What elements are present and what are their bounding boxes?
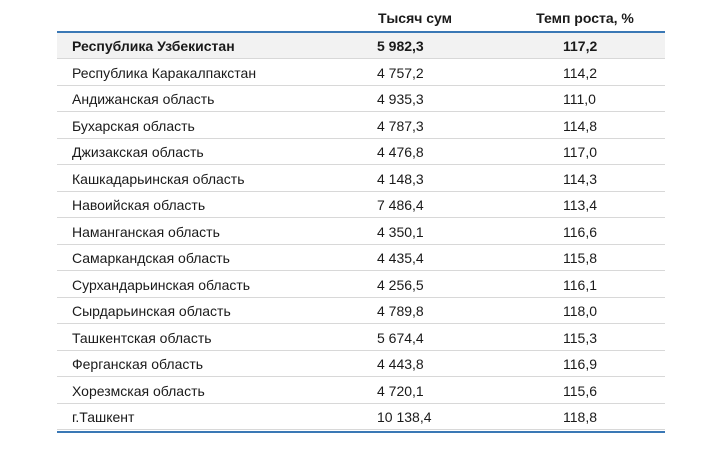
region-name: Навоийская область — [72, 197, 206, 213]
table-row: Наманганская область 4 350,1 116,6 — [57, 219, 665, 245]
growth-cell: 115,6 — [563, 382, 597, 399]
region-name: Республика Узбекистан — [72, 38, 235, 54]
region-name: Самаркандская область — [72, 250, 230, 266]
table-row: г.Ташкент 10 138,4 118,8 — [57, 404, 665, 430]
top-rule — [57, 31, 665, 33]
amount-cell: 4 789,8 — [377, 303, 424, 319]
region-name: Ферганская область — [72, 356, 204, 372]
table-row: Кашкадарьинская область 4 148,3 114,3 — [57, 166, 665, 192]
growth-cell: 115,3 — [563, 329, 597, 346]
growth-cell: 116,6 — [563, 223, 597, 240]
amount-cell: 10 138,4 — [377, 409, 432, 425]
table-row: Самаркандская область 4 435,4 115,8 — [57, 245, 665, 271]
region-name: Хорезмская область — [72, 382, 205, 399]
growth-cell: 111,0 — [563, 91, 596, 107]
table-row: Джизакская область 4 476,8 117,0 — [57, 139, 665, 165]
growth-cell: 115,8 — [563, 250, 597, 266]
table-row: Сырдарьинская область 4 789,8 118,0 — [57, 298, 665, 324]
table-row: Республика Каракалпакстан 4 757,2 114,2 — [57, 60, 665, 86]
table-row: Ташкентская область 5 674,4 115,3 — [57, 325, 665, 351]
amount-cell: 4 787,3 — [377, 117, 424, 134]
growth-cell: 113,4 — [563, 197, 597, 213]
growth-cell: 118,8 — [563, 409, 597, 425]
column-header: Тысяч сум — [377, 10, 453, 26]
region-name: г.Ташкент — [72, 409, 135, 425]
amount-cell: 4 350,1 — [377, 223, 424, 240]
table-row: Навоийская область 7 486,4 113,4 — [57, 192, 665, 218]
table-row: Хорезмская область 4 720,1 115,6 — [57, 378, 665, 404]
growth-cell: 116,1 — [563, 276, 597, 293]
region-name: Наманганская область — [72, 223, 220, 240]
table-row: Бухарская область 4 787,3 114,8 — [57, 113, 665, 139]
amount-cell: 5 982,3 — [377, 38, 424, 54]
region-name: Кашкадарьинская область — [72, 170, 245, 187]
amount-cell: 4 935,3 — [377, 91, 424, 107]
amount-cell: 7 486,4 — [377, 197, 424, 213]
growth-cell: 116,9 — [563, 356, 597, 372]
region-name: Сурхандарьинская область — [72, 276, 251, 293]
amount-cell: 4 476,8 — [377, 144, 424, 160]
growth-cell: 114,3 — [563, 170, 597, 187]
growth-cell: 117,0 — [563, 144, 597, 160]
table-row: Ферганская область 4 443,8 116,9 — [57, 351, 665, 377]
amount-cell: 4 256,5 — [377, 276, 424, 293]
region-name: Ташкентская область — [72, 329, 212, 346]
amount-cell: 4 720,1 — [377, 382, 424, 399]
amount-cell: 4 435,4 — [377, 250, 424, 266]
region-name: Сырдарьинская область — [72, 303, 231, 319]
table-row: Андижанская область 4 935,3 111,0 — [57, 86, 665, 112]
region-name: Андижанская область — [72, 91, 215, 107]
amount-cell: 4 148,3 — [377, 170, 424, 187]
bottom-rule — [57, 431, 665, 433]
table-row: Сурхандарьинская область 4 256,5 116,1 — [57, 272, 665, 298]
growth-cell: 118,0 — [563, 303, 597, 319]
region-name: Джизакская область — [72, 144, 204, 160]
table-row: Республика Узбекистан 5 982,3 117,2 — [57, 33, 665, 59]
growth-cell: 114,8 — [563, 117, 597, 134]
region-name: Бухарская область — [72, 117, 195, 134]
growth-cell: 114,2 — [563, 64, 597, 81]
region-name: Республика Каракалпакстан — [72, 64, 257, 81]
amount-cell: 5 674,4 — [377, 329, 424, 346]
amount-cell: 4 757,2 — [377, 64, 424, 81]
growth-cell: 117,2 — [563, 38, 598, 54]
amount-cell: 4 443,8 — [377, 356, 424, 372]
column-header: Темп роста, % — [536, 10, 634, 26]
